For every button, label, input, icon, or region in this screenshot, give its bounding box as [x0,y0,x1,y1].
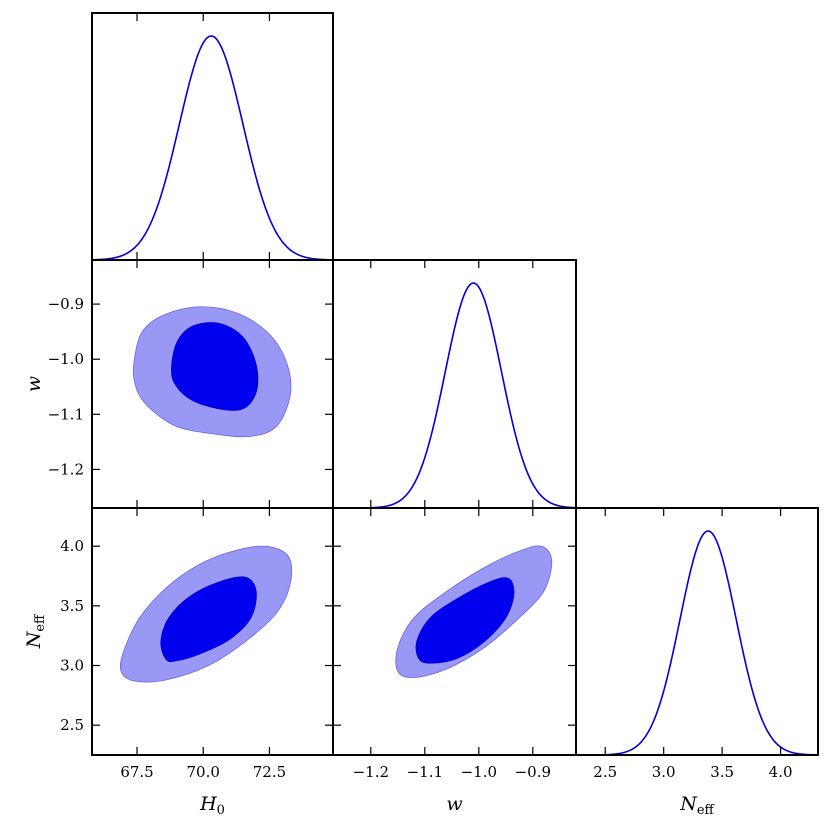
tick-layer [92,13,782,755]
xaxis-label-H0: H0 [199,793,225,818]
marginal-curve-Neff [576,530,819,756]
xaxis-label-Neff: Neff [679,793,715,818]
yaxis-label-w: w [23,376,45,392]
ytick-label-Neff: 4.0 [60,537,84,555]
xtick-label-Neff: 3.5 [710,763,734,781]
xtick-label-H0: 67.5 [120,763,153,781]
yaxis-label-Neff: Neff [23,613,48,649]
ytick-label-Neff: 3.5 [60,597,84,615]
ytick-label-Neff: 3.0 [60,657,84,675]
ytick-label-Neff: 2.5 [60,716,84,734]
contour-68-H0-w [171,322,259,411]
xaxis-label-w: w [446,793,462,815]
xtick-label-w: −1.1 [407,763,443,781]
ytick-label-w: −1.0 [48,350,84,368]
panel-frame-H0-H0 [91,12,334,261]
xtick-label-Neff: 3.0 [652,763,676,781]
ytick-label-w: −0.9 [48,295,84,313]
xtick-label-w: −0.9 [515,763,551,781]
marginal-curve-H0 [91,35,334,261]
label-layer: 67.5 70.0 72.5 −1.2 −1.1 −1.0 −0.9 2.5 3.0 3.5 4.0… [23,295,793,818]
xtick-label-Neff: 4.0 [769,763,793,781]
panel-frame-Neff-Neff [575,507,819,756]
panel-frame-w-w [332,259,577,509]
frame-layer [91,12,819,756]
xtick-label-w: −1.0 [461,763,497,781]
ytick-label-w: −1.1 [48,405,84,423]
xtick-label-H0: 72.5 [253,763,286,781]
xtick-label-Neff: 2.5 [593,763,617,781]
xtick-label-w: −1.2 [353,763,389,781]
ytick-label-w: −1.2 [48,460,84,478]
marginal-curve-w [333,282,577,509]
contour-layer [119,306,553,683]
xtick-label-H0: 70.0 [187,763,220,781]
contour-68-H0-Neff [160,576,257,663]
contour-68-w-Neff [415,577,515,664]
